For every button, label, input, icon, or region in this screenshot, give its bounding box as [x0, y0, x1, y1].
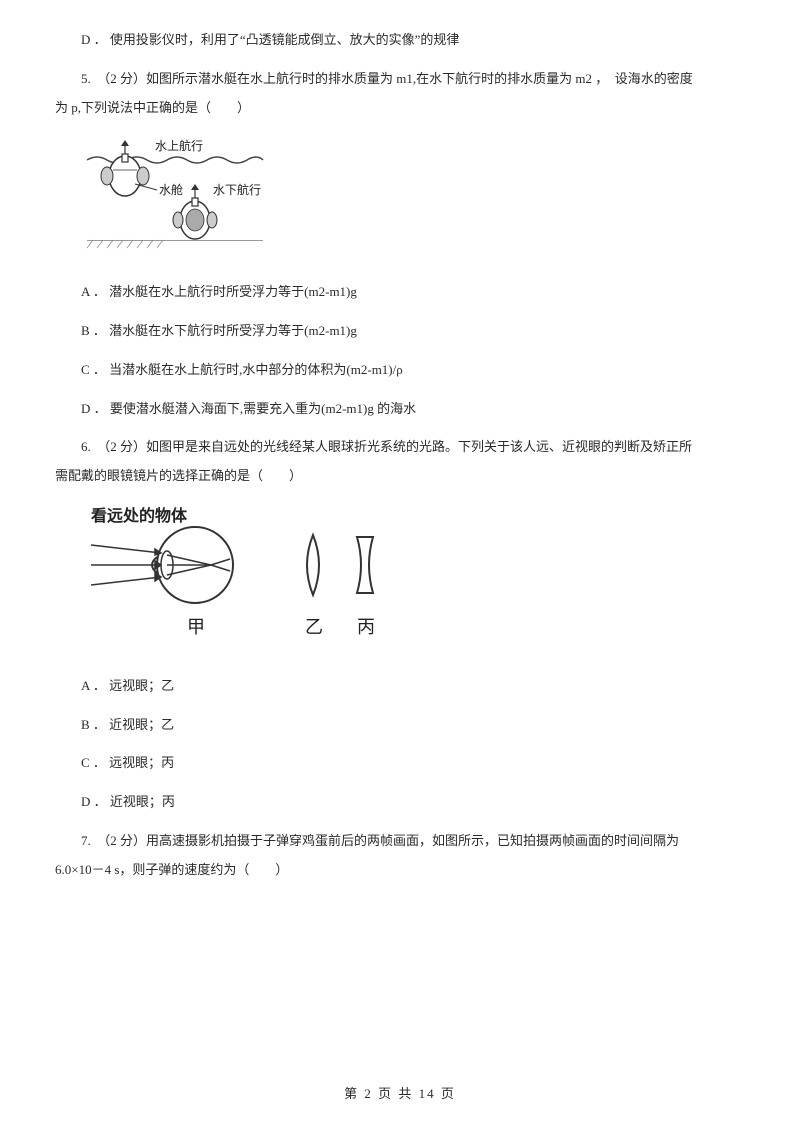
- q6-fig-label-jia: 甲: [187, 617, 205, 637]
- page-footer: 第 2 页 共 14 页: [0, 1083, 800, 1102]
- q5-option-a: A ． 潜水艇在水上航行时所受浮力等于(m2-m1)g: [55, 282, 745, 303]
- q6-figure: 看远处的物体: [85, 505, 745, 652]
- q5-fig-label-mid: 水舱: [159, 183, 183, 197]
- q6-option-a: A ． 远视眼；乙: [55, 676, 745, 697]
- q6-fig-label-bing: 丙: [357, 617, 375, 637]
- q5-stem-line2: 为 p,下列说法中正确的是（ ）: [55, 98, 745, 119]
- q6-fig-label-yi: 乙: [305, 617, 323, 637]
- q6-stem-line2: 需配戴的眼镜镜片的选择正确的是（ ）: [55, 466, 745, 487]
- q6-option-b: B ． 近视眼；乙: [55, 715, 745, 736]
- q6-option-d: D ． 近视眼；丙: [55, 792, 745, 813]
- q6-fig-title: 看远处的物体: [90, 506, 188, 525]
- q5-figure: 水上航行 水舱 水下航行: [85, 136, 745, 258]
- q5-option-b: B ． 潜水艇在水下航行时所受浮力等于(m2-m1)g: [55, 321, 745, 342]
- q4-option-d: D ． 使用投影仪时，利用了“凸透镜能成倒立、放大的实像”的规律: [55, 30, 745, 51]
- q5-stem-line1: 5. （2 分）如图所示潜水艇在水上航行时的排水质量为 m1,在水下航行时的排水…: [55, 69, 745, 90]
- q5-fig-label-top: 水上航行: [155, 138, 203, 153]
- q5-option-d: D ． 要使潜水艇潜入海面下,需要充入重为(m2-m1)g 的海水: [55, 399, 745, 420]
- q5-fig-label-right: 水下航行: [213, 182, 261, 197]
- q7-stem-line1: 7. （2 分）用高速摄影机拍摄于子弹穿鸡蛋前后的两帧画面，如图所示，已知拍摄两…: [55, 831, 745, 852]
- q5-option-c: C ． 当潜水艇在水上航行时,水中部分的体积为(m2-m1)/ρ: [55, 360, 745, 381]
- q6-option-c: C ． 远视眼；丙: [55, 753, 745, 774]
- q7-stem-line2: 6.0×10－4 s，则子弹的速度约为（ ）: [55, 860, 745, 881]
- page-content: D ． 使用投影仪时，利用了“凸透镜能成倒立、放大的实像”的规律 5. （2 分…: [0, 0, 800, 881]
- q6-stem-line1: 6. （2 分）如图甲是来自远处的光线经某人眼球折光系统的光路。下列关于该人远、…: [55, 437, 745, 458]
